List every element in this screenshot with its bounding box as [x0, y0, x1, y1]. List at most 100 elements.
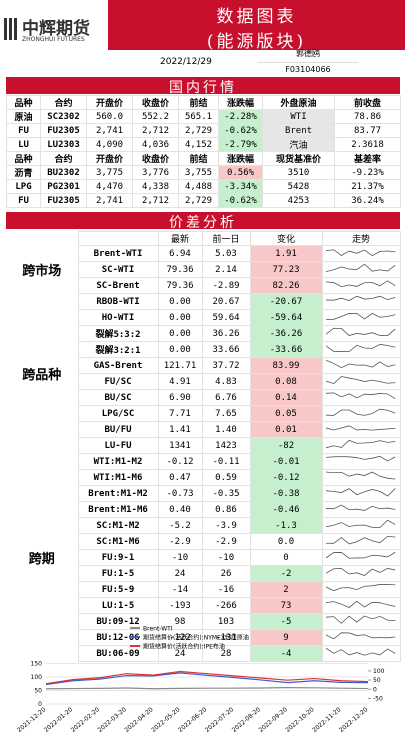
cell: -59.64: [249, 309, 323, 326]
cell: 26: [201, 565, 251, 582]
cell: 4.91: [157, 373, 203, 390]
cell: -0.73: [157, 485, 203, 502]
row: GAS-Brent 121.71 37.72 83.99: [6, 357, 401, 374]
cell: FU/SC: [77, 373, 159, 390]
cell: -0.12: [249, 469, 323, 486]
trend-cell: [321, 293, 401, 310]
sparkline: [325, 615, 396, 624]
row: 裂解3:2:1 0.00 33.66 -33.66: [6, 341, 401, 358]
cell: GAS-Brent: [77, 357, 159, 374]
cell: 基差率: [334, 151, 401, 166]
cell: 79.36: [157, 277, 203, 294]
row: FU FU2305 2,741 2,712 2,729 -0.62% 4253 36.24%: [6, 193, 401, 208]
cell: 73: [249, 597, 323, 614]
y2-tick-label: 100: [373, 668, 385, 675]
row: 最新 前一日 变化 走势: [6, 231, 401, 246]
cell: -2.9: [201, 533, 251, 550]
cell: 0.00: [157, 341, 203, 358]
cell: SC:M1-M2: [77, 517, 159, 534]
cell: 前结: [178, 95, 219, 110]
row: 品种 合约 开盘价 收盘价 前结 涨跌幅 外盘原油 前收盘: [6, 95, 401, 110]
cell: 7.71: [157, 405, 203, 422]
cell: 0.00: [157, 309, 203, 326]
sparkline: [325, 519, 396, 528]
trend-cell: [321, 421, 401, 438]
sparkline-path: [325, 327, 396, 337]
cell: WTI: [262, 109, 335, 124]
cell: 0.56%: [218, 165, 263, 180]
cell: 4,090: [86, 137, 133, 152]
sparkline-path: [325, 632, 396, 640]
sparkline: [325, 600, 396, 608]
y-tick-label: 100: [31, 674, 43, 681]
cell: BU/FU: [77, 421, 159, 438]
trend-cell: [321, 565, 401, 582]
sparkline: [325, 632, 396, 640]
cell: 6.94: [157, 245, 203, 262]
cell: 3,755: [178, 165, 219, 180]
cell: 7.65: [201, 405, 251, 422]
cell: -82: [249, 437, 323, 454]
cell: 4,036: [132, 137, 179, 152]
cell: -2.28%: [218, 109, 263, 124]
series-line: [45, 687, 369, 690]
row: LU LU2303 4,090 4,036 4,152 -2.79% 汽油 2.3618: [6, 137, 401, 152]
cell: 原油: [6, 109, 41, 124]
sparkline-path: [325, 647, 396, 656]
cell: 3,775: [86, 165, 133, 180]
cell: 3510: [262, 165, 335, 180]
cell: 0.01: [249, 421, 323, 438]
subtitle: (能源版块): [206, 32, 307, 52]
y-tick-label: 150: [31, 660, 43, 667]
trend-cell: [321, 389, 401, 406]
cell: 78.86: [334, 109, 401, 124]
row: HO-WTI 0.00 59.64 -59.64: [6, 309, 401, 326]
cell: 2.14: [201, 261, 251, 278]
trend-cell: [321, 453, 401, 470]
sparkline: [325, 535, 396, 545]
legend-label: 期货结算价(活跃合约):NYMEX轻质原油: [143, 634, 249, 642]
sparkline-path: [325, 519, 396, 528]
chart: Brent-WTI期货结算价(活跃合约):NYMEX轻质原油期货结算价(活跃合约…: [16, 626, 385, 734]
sparkline: [325, 280, 396, 288]
logo: 中辉期货: [22, 19, 90, 39]
row: BU/FU 1.41 1.40 0.01: [6, 421, 401, 438]
cell: 5.03: [201, 245, 251, 262]
row: 跨市场 Brent-WTI 6.94 5.03 1.91: [6, 245, 401, 279]
cell: 1341: [157, 437, 203, 454]
cell: 品种: [6, 95, 41, 110]
sparkline: [325, 295, 396, 301]
cell: 36.26: [201, 325, 251, 342]
row: BU:06-09 24 28 -4: [6, 645, 401, 662]
cell: 21.37%: [334, 179, 401, 194]
column-header: 最新: [157, 231, 203, 246]
cell: 4,470: [86, 179, 133, 194]
y2-tick-label: 0: [373, 686, 377, 693]
cell: WTI:M1-M6: [77, 469, 159, 486]
cell: 77.23: [249, 261, 323, 278]
cell: 2,741: [86, 193, 133, 208]
cell: FU:5-9: [77, 581, 159, 598]
cell: 560.0: [86, 109, 133, 124]
cell: -0.38: [249, 485, 323, 502]
sparkline-path: [325, 376, 396, 385]
cell: 0.00: [157, 325, 203, 342]
sparkline: [325, 488, 396, 497]
cell: 现货基准价: [262, 151, 335, 166]
cell: 6.76: [201, 389, 251, 406]
trend-cell: [321, 325, 401, 342]
cell: -20.67: [249, 293, 323, 310]
cell: 合约: [40, 151, 87, 166]
y-tick-label: 0: [38, 701, 42, 708]
cell: -2.9: [157, 533, 203, 550]
group-label: 跨品种: [22, 368, 62, 383]
cell: LU2303: [40, 137, 87, 152]
sparkline: [325, 425, 396, 431]
y-tick-label: 50: [34, 687, 42, 694]
legend-label: Brent-WTI: [143, 626, 173, 633]
cell: Brent:M1-M2: [77, 485, 159, 502]
row: 品种 合约 开盘价 收盘价 前结 涨跌幅 现货基准价 基差率: [6, 151, 401, 166]
cell: 2.3618: [334, 137, 401, 152]
cell: 开盘价: [86, 151, 133, 166]
sparkline-path: [325, 249, 396, 257]
